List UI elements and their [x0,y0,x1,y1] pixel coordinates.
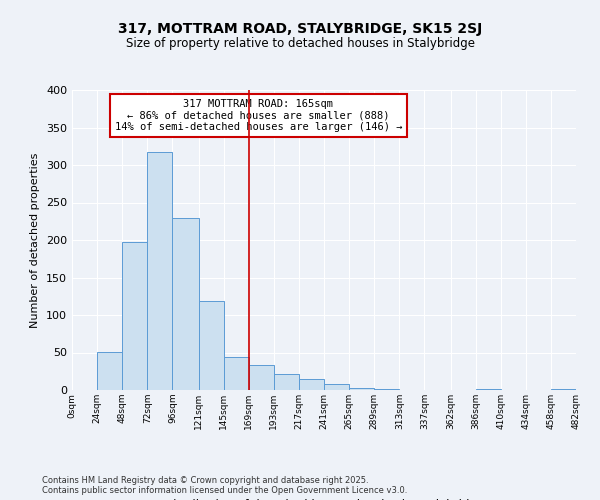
Bar [374,389,399,390]
Bar [224,357,249,390]
Bar [199,300,224,390]
Bar [299,379,324,390]
Bar [97,352,122,390]
Bar [476,389,501,390]
Y-axis label: Number of detached properties: Number of detached properties [31,152,40,328]
Text: 317, MOTTRAM ROAD, STALYBRIDGE, SK15 2SJ: 317, MOTTRAM ROAD, STALYBRIDGE, SK15 2SJ [118,22,482,36]
Bar [249,365,274,390]
Text: Size of property relative to detached houses in Stalybridge: Size of property relative to detached ho… [125,38,475,51]
Bar [551,388,576,390]
Text: Contains HM Land Registry data © Crown copyright and database right 2025.
Contai: Contains HM Land Registry data © Crown c… [42,476,407,495]
Bar [172,218,199,390]
Bar [274,374,299,390]
Bar [147,152,172,390]
X-axis label: Distribution of detached houses by size in Stalybridge: Distribution of detached houses by size … [164,498,484,500]
Bar [122,242,147,390]
Text: 317 MOTTRAM ROAD: 165sqm
← 86% of detached houses are smaller (888)
14% of semi-: 317 MOTTRAM ROAD: 165sqm ← 86% of detach… [115,99,402,132]
Bar [324,384,349,390]
Bar [349,388,374,390]
